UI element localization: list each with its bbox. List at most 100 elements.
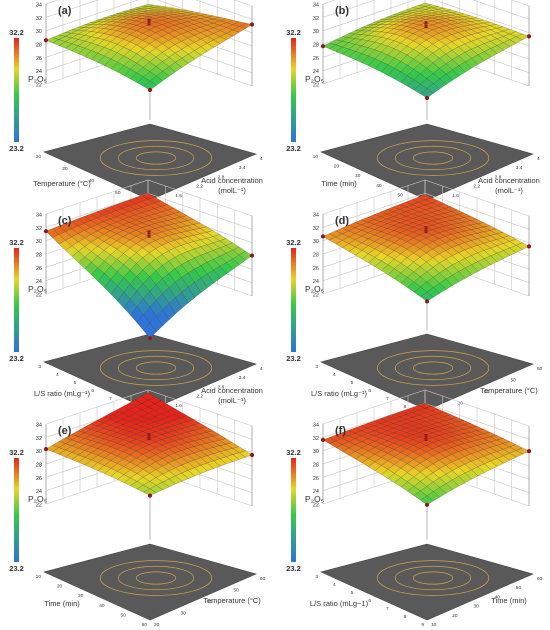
center-design-point xyxy=(424,231,428,234)
contour-line xyxy=(412,361,454,375)
center-design-point xyxy=(424,229,428,232)
z-axis-label: P₂O₅ xyxy=(305,284,324,294)
z-tick-label: 30 xyxy=(36,29,42,35)
center-design-point xyxy=(424,21,428,23)
contour-line xyxy=(376,560,490,596)
z-tick-label: 32 xyxy=(313,436,319,442)
contour-line xyxy=(99,560,213,596)
z-tick-label: 28 xyxy=(36,253,42,259)
y-tick-label: 2.8 xyxy=(218,384,225,390)
design-point xyxy=(424,502,430,507)
x-tick-label: 8 xyxy=(404,404,407,410)
contour-floor xyxy=(43,123,257,201)
center-design-point xyxy=(147,433,151,435)
response-surface xyxy=(322,194,530,302)
y-tick-label: 20 xyxy=(154,622,160,628)
chart-panel-5: 22 24 26 28 30 32 34 32.2 23.2 P₂O₅ (e) 10 20 30 40 50 6… xyxy=(9,389,266,628)
x-tick-label: 8 xyxy=(404,614,407,620)
x-tick-label: 7 xyxy=(109,396,112,402)
colorbar-min-label: 23.2 xyxy=(286,354,301,363)
z-tick-label: 28 xyxy=(313,253,319,259)
contour-line xyxy=(394,565,472,591)
surface-cell xyxy=(420,88,434,99)
design-point xyxy=(526,34,532,39)
z-tick-label: 32 xyxy=(313,226,319,232)
x-tick-label: 30 xyxy=(355,173,361,179)
y-tick-label: 30 xyxy=(473,604,479,610)
z-tick-label: 30 xyxy=(313,29,319,35)
chart-panel-4: 2224262830323432.223.2P₂O₅(d)34567892030… xyxy=(286,179,543,418)
x-tick-label: 4 xyxy=(333,582,336,588)
y-tick-label: 3.4 xyxy=(516,165,523,171)
y-tick-label: 2.2 xyxy=(196,184,203,190)
panel-label: (b) xyxy=(335,5,349,17)
y-tick-label: 40 xyxy=(207,599,213,605)
y-tick-label: 4 xyxy=(537,156,540,162)
contour-line xyxy=(412,571,454,585)
x-tick-label: 6 xyxy=(91,388,94,394)
surface-cell xyxy=(420,291,434,302)
x-tick-label: 6 xyxy=(368,388,371,394)
contour-line xyxy=(394,355,472,381)
x-tick-label: 5 xyxy=(74,380,77,386)
x-tick-label: 40 xyxy=(99,603,105,609)
panel-label: (f) xyxy=(335,425,346,437)
y-axis-title: Time (min) xyxy=(491,596,527,605)
colorbar-min-label: 23.2 xyxy=(286,564,301,573)
y-axis-title: Temperature (°C) xyxy=(480,386,538,395)
y-tick-label: 4 xyxy=(260,366,263,372)
contour-floor xyxy=(43,543,257,621)
z-axis-label: P₂O₅ xyxy=(28,284,47,294)
contour-line xyxy=(117,565,195,591)
y-tick-label: 40 xyxy=(495,594,501,600)
x-tick-label: 20 xyxy=(57,584,63,590)
y-tick-label: 10 xyxy=(431,622,437,628)
contour-floor xyxy=(320,333,534,411)
colorbar xyxy=(14,248,19,352)
y-axis-title: Temperature (°C) xyxy=(203,596,261,605)
z-tick-label: 26 xyxy=(36,266,42,272)
x-axis-title: Temperature (°C) xyxy=(33,179,91,188)
center-design-point xyxy=(424,435,428,438)
contour-line xyxy=(117,145,195,171)
center-design-point xyxy=(147,434,151,437)
center-design-point xyxy=(147,22,151,24)
z-tick-label: 30 xyxy=(36,239,42,245)
z-tick-label: 32 xyxy=(36,16,42,22)
x-tick-label: 3 xyxy=(38,364,41,370)
colorbar-max-label: 32.2 xyxy=(9,238,24,247)
z-tick-label: 24 xyxy=(313,69,319,75)
y-tick-label: 1.6 xyxy=(175,193,182,199)
z-tick-label: 22 xyxy=(313,293,319,299)
z-axis-label: P₂O₅ xyxy=(305,74,324,84)
design-point xyxy=(249,452,255,458)
contour-line xyxy=(376,140,490,176)
colorbar-max-label: 32.2 xyxy=(9,28,24,37)
contour-floor xyxy=(320,123,534,201)
z-tick-label: 30 xyxy=(313,239,319,245)
contour-line xyxy=(117,355,195,381)
z-tick-label: 34 xyxy=(36,423,42,429)
response-surface xyxy=(322,403,530,506)
y-tick-label: 2.2 xyxy=(473,184,480,190)
chart-panel-1: 2224262830323432.223.2P₂O₅(a)20304050601… xyxy=(9,0,263,208)
colorbar-min-label: 23.2 xyxy=(9,354,24,363)
x-tick-label: 30 xyxy=(78,593,84,599)
y-axis-unit: (molL⁻¹) xyxy=(218,396,246,405)
x-tick-label: 20 xyxy=(36,154,42,160)
z-axis-label: P₂O₅ xyxy=(28,74,47,84)
z-tick-label: 34 xyxy=(36,213,42,219)
z-tick-label: 32 xyxy=(36,226,42,232)
colorbar-min-label: 23.2 xyxy=(9,564,24,573)
contour-line xyxy=(135,361,177,375)
z-tick-label: 30 xyxy=(36,449,42,455)
contour-floor xyxy=(320,543,534,621)
z-tick-label: 28 xyxy=(313,43,319,49)
z-tick-label: 22 xyxy=(36,293,42,299)
y-tick-label: 1.6 xyxy=(175,403,182,409)
colorbar xyxy=(291,458,296,562)
z-tick-label: 26 xyxy=(36,476,42,482)
center-design-point xyxy=(147,232,151,235)
design-point xyxy=(147,493,153,498)
